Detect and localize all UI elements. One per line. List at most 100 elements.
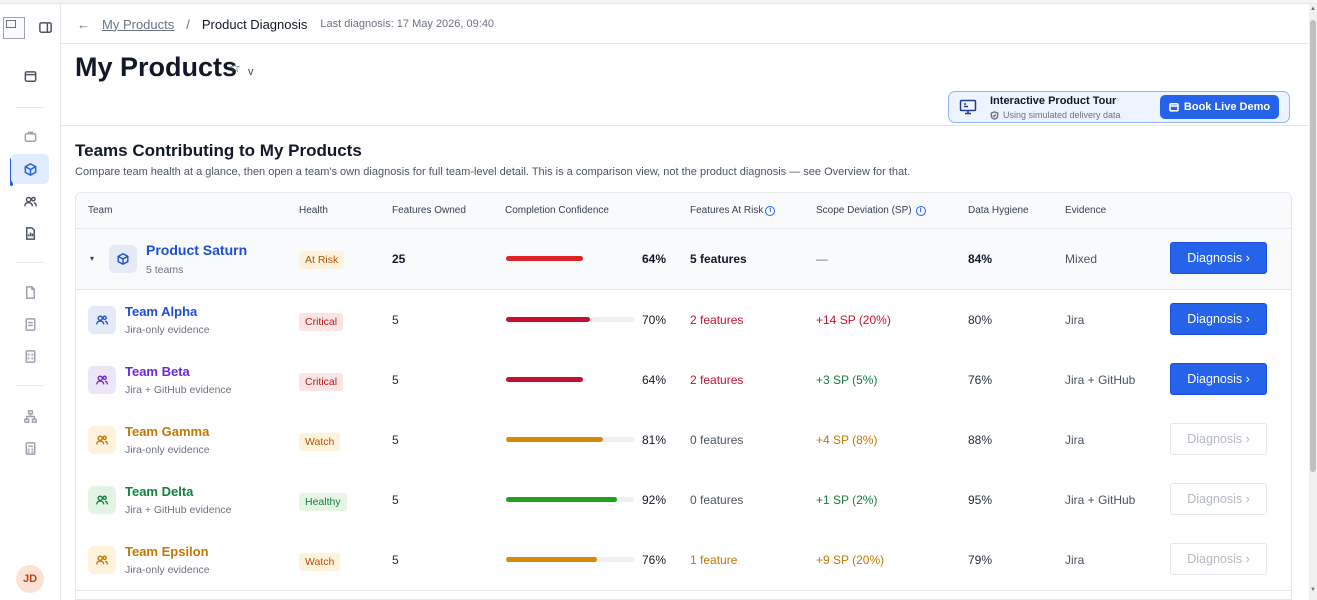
header-scope-deviation[interactable]: Scope Deviation (SP) i [816,205,926,216]
diagnosis-button[interactable]: Diagnosis › [1170,363,1267,395]
users-icon [96,435,109,445]
features-at-risk: 5 features [690,252,747,266]
breadcrumb-link-my-products[interactable]: My Products [102,16,175,32]
users-icon [96,555,109,565]
tour-subtitle-text: Using simulated delivery data [1003,110,1121,120]
confidence-percent: 64% [641,373,666,387]
calendar-icon[interactable] [11,61,49,91]
team-name[interactable]: Team Epsilon [125,544,209,559]
page-scrollbar[interactable]: ▲ ▼ [1309,4,1317,600]
header-features-at-risk-label: Features At Risk [690,205,764,216]
table-row-product-saturn[interactable]: ▾ Product Saturn 5 teams At Risk 25 64% … [76,229,1291,290]
section-description: Compare team health at a glance, then op… [75,166,911,178]
header-data-hygiene[interactable]: Data Hygiene [968,205,1029,216]
table-row-team-beta[interactable]: Team Beta Jira + GitHub evidence Critica… [76,350,1291,411]
features-at-risk: 0 features [690,433,744,447]
team-icon-box [88,486,116,514]
briefcase-icon[interactable] [11,121,49,151]
scroll-down-arrow-icon[interactable]: ▼ [1310,587,1316,593]
features-owned: 5 [392,433,399,447]
header-scope-deviation-label: Scope Deviation (SP) [816,205,912,216]
info-icon[interactable]: i [765,205,776,216]
breadcrumb: ← My Products / Product Diagnosis Last d… [77,14,494,34]
users-icon [96,375,109,385]
header-health[interactable]: Health [299,205,328,216]
product-dropdown-caret[interactable]: v [248,66,254,78]
user-avatar[interactable]: JD [16,565,44,593]
table-row-team-gamma[interactable]: Team Gamma Jira-only evidence Watch 5 81… [76,410,1291,471]
confidence-percent: 81% [641,433,666,447]
health-badge: Healthy [299,493,347,511]
scope-deviation: +4 SP (8%) [816,433,878,447]
sidebar-divider [16,385,44,386]
features-owned: 5 [392,373,399,387]
notes-icon[interactable] [11,309,49,339]
confidence-percent: 92% [641,493,666,507]
header-completion-confidence[interactable]: Completion Confidence [505,205,609,216]
table-row-team-delta[interactable]: Team Delta Jira + GitHub evidence Health… [76,470,1291,531]
expand-caret-icon[interactable]: ▾ [90,254,95,263]
sidebar-item-products[interactable] [11,154,49,184]
team-name[interactable]: Team Alpha [125,304,198,319]
header-evidence[interactable]: Evidence [1065,205,1107,216]
evidence-source: Jira [1065,553,1085,567]
table-row-team-epsilon[interactable]: Team Epsilon Jira-only evidence Watch 5 … [76,530,1291,591]
info-icon[interactable]: i [915,205,926,216]
team-name[interactable]: Team Gamma [125,424,210,439]
diagnosis-button[interactable]: Diagnosis › [1170,303,1267,335]
confidence-bar-fill [506,317,590,322]
back-arrow-icon[interactable]: ← [77,16,90,32]
shield-check-icon [990,110,999,120]
sidebar-divider [16,107,44,108]
users-icon [96,315,109,325]
scope-deviation: +14 SP (20%) [816,313,891,327]
confidence-percent: 76% [641,553,666,567]
confidence-bar [506,557,634,562]
document-icon[interactable] [11,277,49,307]
confidence-bar [506,317,634,322]
report-icon[interactable] [11,218,49,248]
team-icon-box [88,426,116,454]
calculator-icon[interactable] [11,341,49,371]
diagnosis-button-disabled[interactable]: Diagnosis › [1170,483,1267,515]
diagnosis-button-disabled[interactable]: Diagnosis › [1170,423,1267,455]
diagnosis-button-disabled[interactable]: Diagnosis › [1170,543,1267,575]
features-at-risk: 2 features [690,373,744,387]
team-name[interactable]: Team Beta [125,364,190,379]
org-chart-icon[interactable] [11,401,49,431]
confidence-percent: 64% [641,252,666,266]
evidence-source: Jira [1065,313,1085,327]
grid-calculator-icon[interactable] [11,433,49,463]
data-hygiene: 88% [968,433,993,447]
book-live-demo-button[interactable]: Book Live Demo [1160,95,1279,119]
scrollbar-thumb[interactable] [1310,20,1316,472]
table-row-team-alpha[interactable]: Team Alpha Jira-only evidence Critical 5… [76,290,1291,351]
team-name[interactable]: Product Saturn [146,242,248,258]
header-features-at-risk[interactable]: Features At Risk i [690,205,776,216]
scroll-up-arrow-icon[interactable]: ▲ [1310,6,1316,12]
table-header: Team Health Features Owned Completion Co… [76,193,1291,229]
scope-deviation: — [816,252,828,266]
header-features-owned[interactable]: Features Owned [392,205,466,216]
diagnosis-button[interactable]: Diagnosis › [1170,242,1267,274]
evidence-source: Jira + GitHub [1065,493,1136,507]
confidence-bar [506,377,587,382]
cube-icon [24,162,36,176]
teams-table: Team Health Features Owned Completion Co… [75,192,1292,600]
team-icon-box [88,366,116,394]
team-subtitle: Jira-only evidence [125,444,210,456]
header-divider [61,43,1309,44]
favorite-star-icon[interactable]: ☆ [229,60,241,75]
team-icon-box [109,245,137,273]
header-team[interactable]: Team [88,205,113,216]
data-hygiene: 76% [968,373,993,387]
team-subtitle: Jira-only evidence [125,564,210,576]
team-name[interactable]: Team Delta [125,484,194,499]
users-icon[interactable] [11,186,49,216]
evidence-source: Jira + GitHub [1065,373,1136,387]
breadcrumb-current: Product Diagnosis [201,16,308,32]
logo-image [3,17,25,39]
team-subtitle: Jira + GitHub evidence [125,384,232,396]
panel-toggle-icon[interactable] [30,12,60,42]
features-owned: 5 [392,553,399,567]
